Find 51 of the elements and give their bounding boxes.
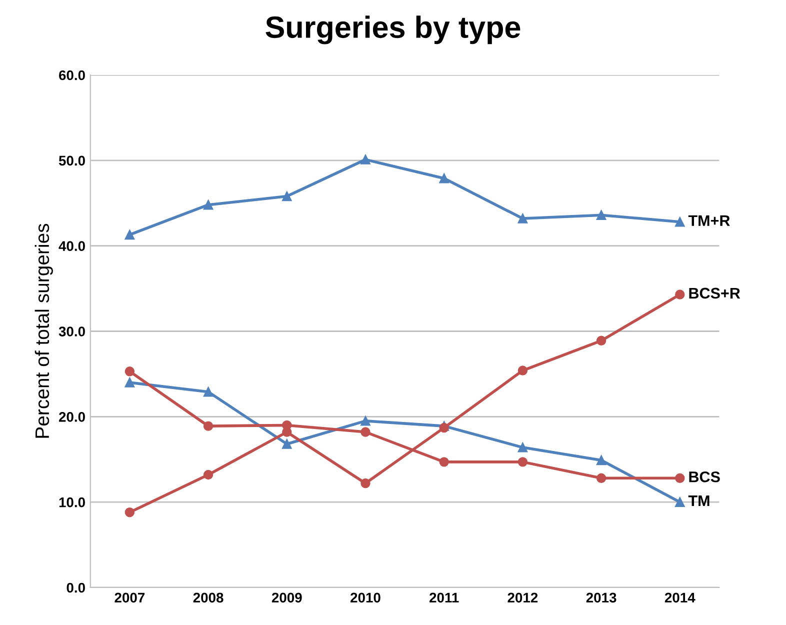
point bbox=[124, 366, 135, 376]
point bbox=[203, 470, 214, 480]
y-tick-label: 40.0 bbox=[58, 241, 85, 252]
point bbox=[518, 366, 528, 376]
point bbox=[203, 200, 214, 210]
y-tick-label: 60.0 bbox=[59, 70, 85, 80]
point bbox=[596, 210, 606, 220]
y-axis-title: Percent of total surgeries bbox=[34, 224, 53, 438]
point bbox=[518, 214, 528, 224]
x-tick-label: 2008 bbox=[193, 592, 224, 603]
y-tick-label: 10.0 bbox=[59, 497, 85, 508]
point bbox=[596, 336, 606, 346]
point bbox=[675, 290, 685, 300]
point bbox=[518, 457, 528, 467]
point bbox=[203, 421, 214, 431]
chart-title: Surgeries by type bbox=[266, 16, 520, 44]
x-tick-label: 2010 bbox=[350, 592, 380, 603]
point bbox=[360, 478, 370, 488]
point bbox=[360, 427, 370, 437]
point bbox=[596, 455, 606, 466]
x-tick-label: 2012 bbox=[508, 592, 538, 603]
point bbox=[203, 387, 214, 397]
series-label: TM+R bbox=[688, 215, 730, 226]
x-tick-label: 2014 bbox=[664, 592, 696, 603]
series-label: BCS bbox=[689, 471, 720, 482]
point bbox=[124, 507, 135, 518]
series-label: TM bbox=[688, 496, 710, 506]
point bbox=[518, 442, 528, 452]
point bbox=[596, 473, 606, 484]
point bbox=[124, 230, 135, 240]
x-tick-label: 2011 bbox=[430, 592, 459, 603]
point bbox=[675, 497, 685, 507]
y-tick-label: 30.0 bbox=[58, 326, 85, 336]
point bbox=[360, 154, 370, 164]
point bbox=[439, 422, 449, 433]
point bbox=[124, 378, 135, 388]
point bbox=[282, 439, 292, 449]
point bbox=[282, 427, 292, 437]
x-tick-label: 2007 bbox=[114, 592, 145, 603]
point bbox=[439, 457, 449, 467]
series-label: BCS+R bbox=[689, 288, 740, 299]
point bbox=[675, 217, 685, 227]
point bbox=[360, 416, 370, 426]
point bbox=[675, 473, 685, 484]
x-tick-label: 2013 bbox=[586, 592, 616, 603]
x-tick-label: 2009 bbox=[272, 592, 302, 603]
point bbox=[439, 173, 449, 184]
point bbox=[282, 191, 292, 202]
y-tick-label: 20.0 bbox=[58, 412, 85, 422]
y-tick-label: 0.0 bbox=[66, 582, 85, 593]
y-tick-label: 50.0 bbox=[58, 156, 85, 166]
